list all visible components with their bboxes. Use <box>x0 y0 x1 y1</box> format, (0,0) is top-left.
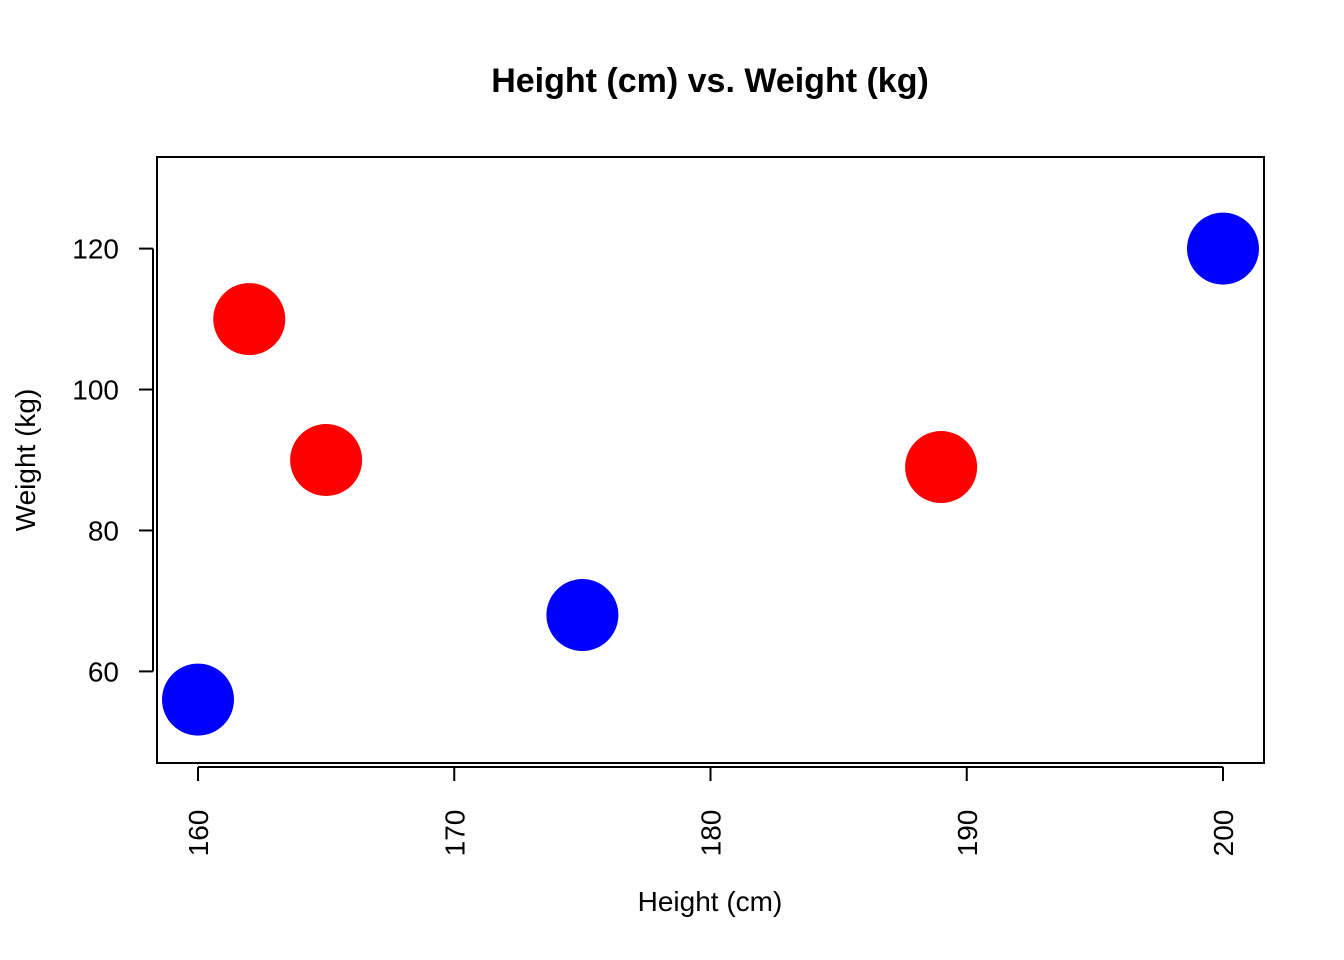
y-axis-label: Weight (kg) <box>10 389 41 532</box>
x-tick-label: 160 <box>183 810 214 857</box>
x-axis-label: Height (cm) <box>638 886 783 917</box>
data-point <box>213 283 286 356</box>
y-tick-label: 120 <box>72 234 119 265</box>
x-tick-label: 180 <box>696 810 727 857</box>
data-point <box>162 663 234 736</box>
x-tick-label: 170 <box>439 810 470 857</box>
x-axis: 160 170 180 190 200 <box>183 766 1239 857</box>
data-point <box>546 579 619 652</box>
y-tick-label: 80 <box>88 515 119 546</box>
y-axis: 60 80 100 120 <box>72 234 154 687</box>
x-tick-label: 200 <box>1208 810 1239 857</box>
data-point <box>290 424 363 496</box>
y-tick-label: 60 <box>88 656 119 687</box>
chart-title: Height (cm) vs. Weight (kg) <box>491 62 929 100</box>
y-tick-label: 100 <box>72 375 119 406</box>
x-tick-label: 190 <box>952 810 983 857</box>
data-point <box>1187 212 1259 285</box>
plot-area <box>156 156 1265 764</box>
data-point <box>905 431 978 504</box>
data-points <box>162 212 1259 736</box>
